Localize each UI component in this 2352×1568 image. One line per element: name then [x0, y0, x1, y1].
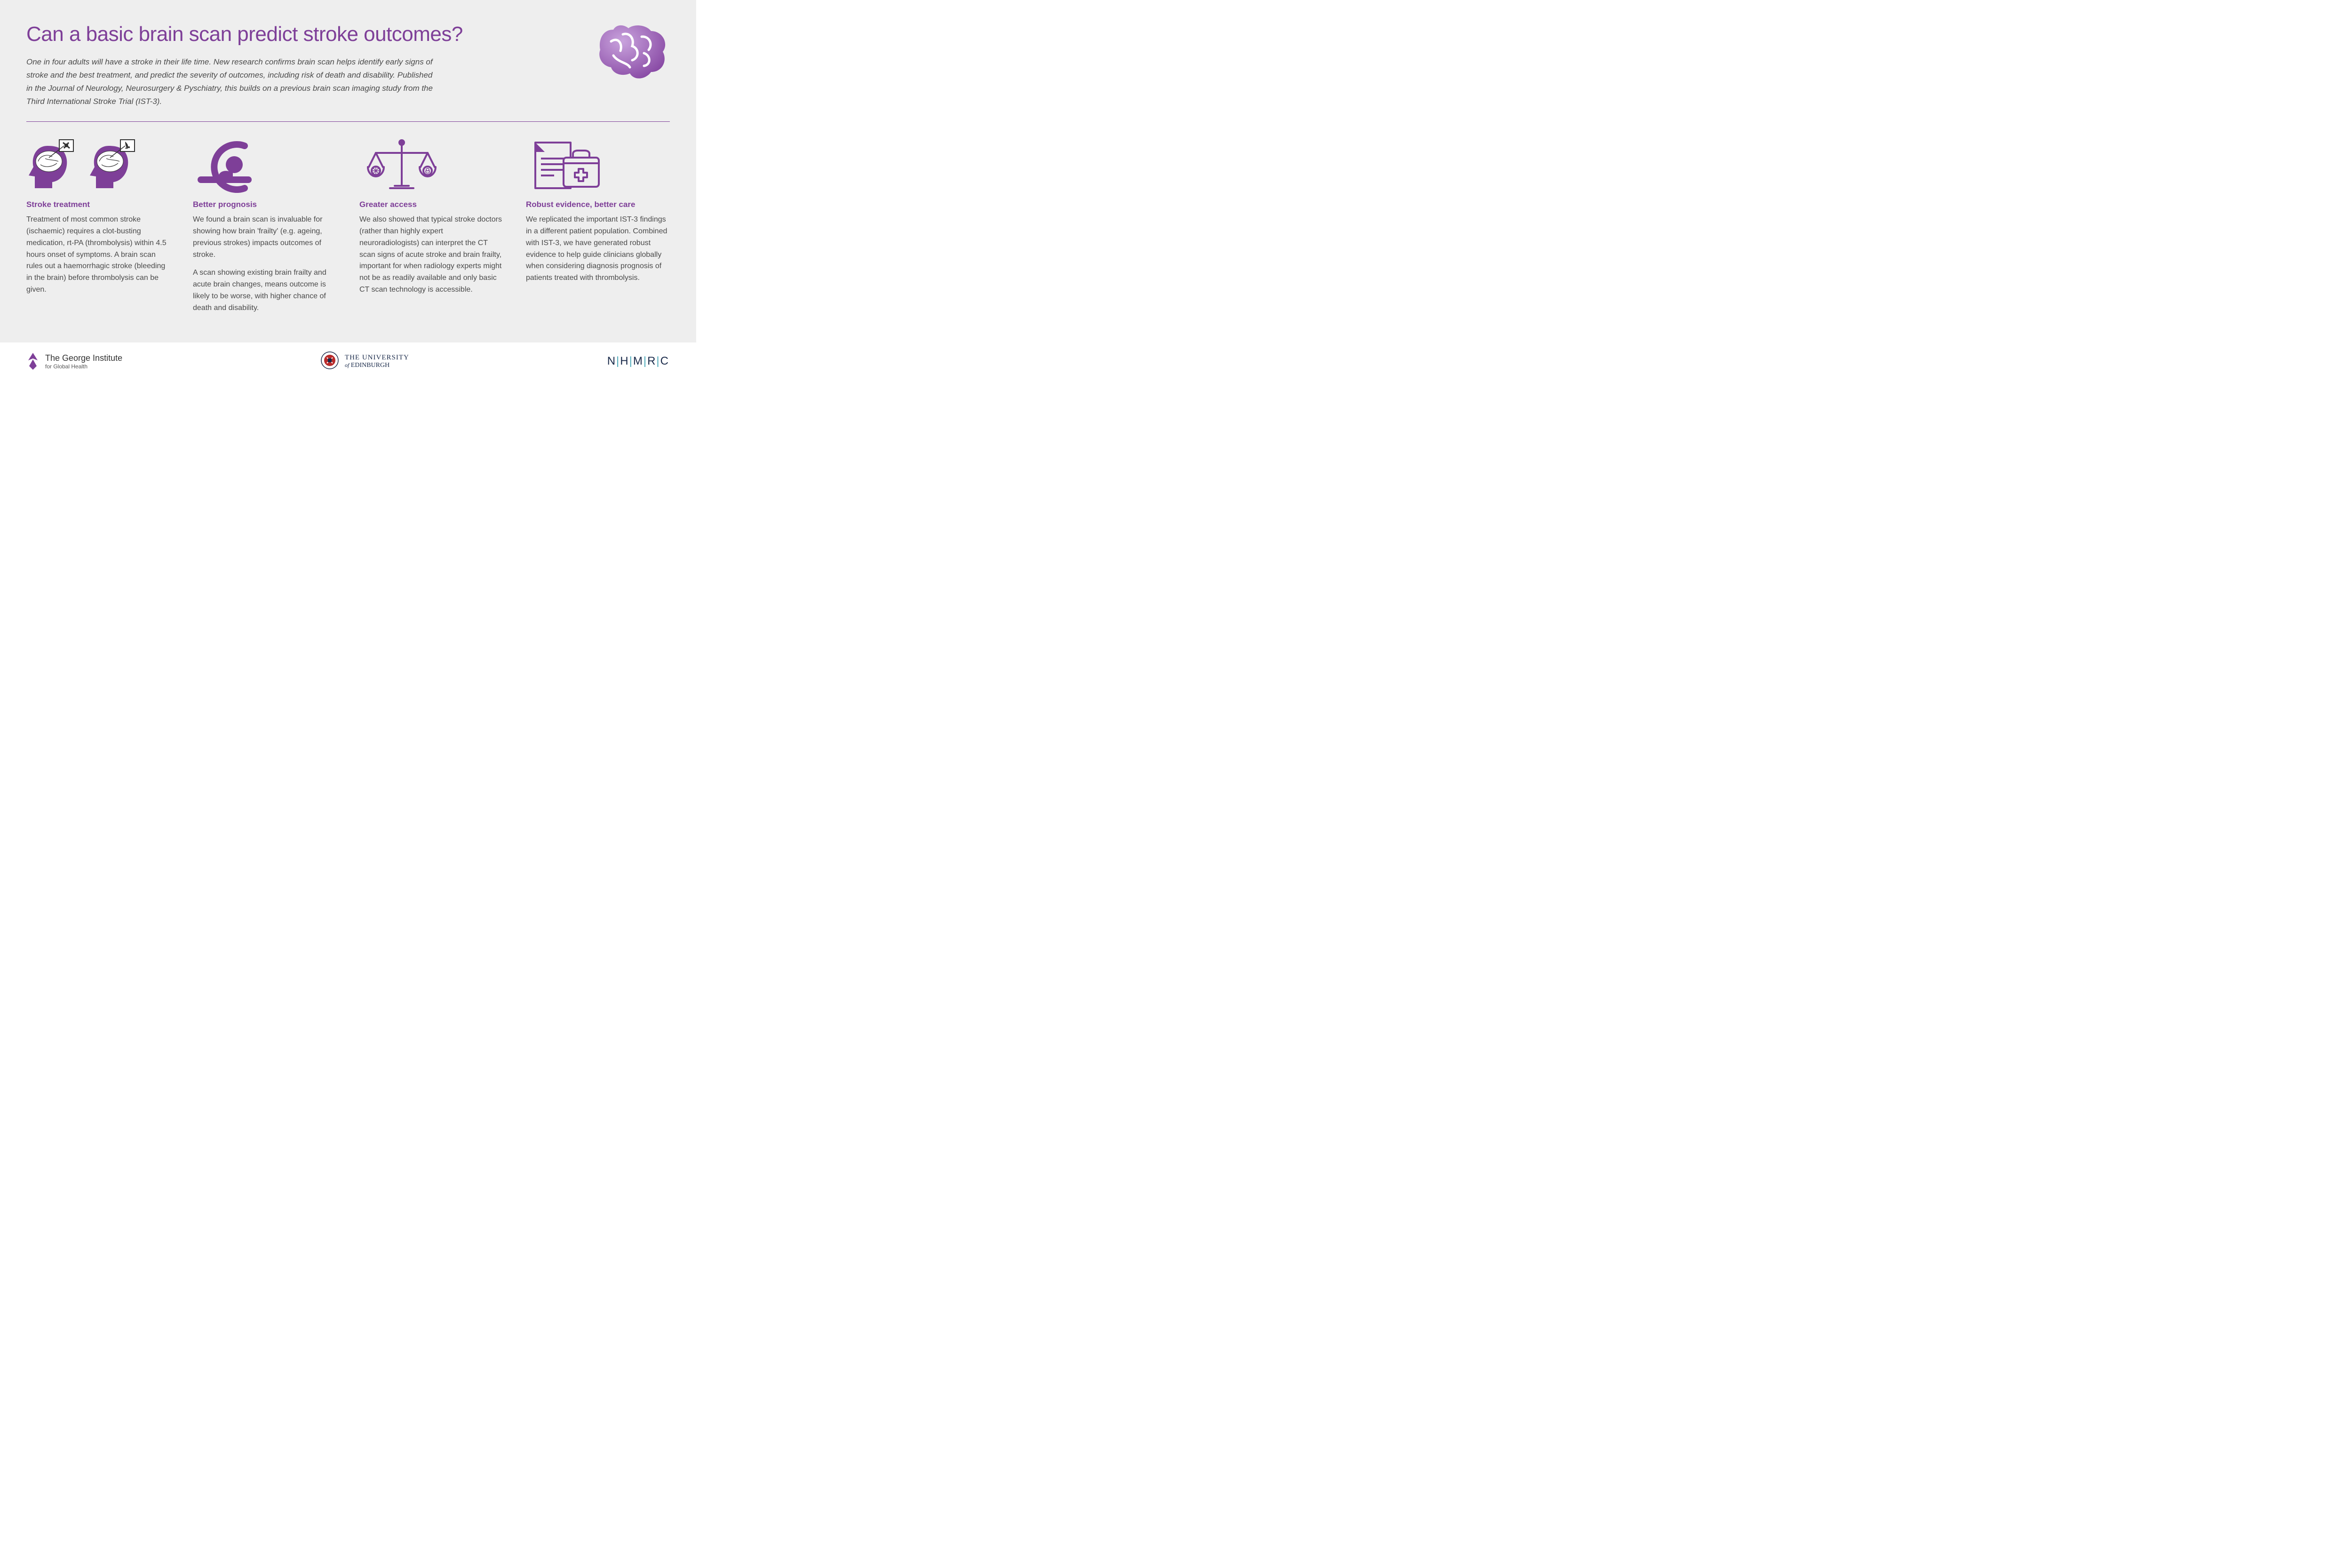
edinburgh-crest-icon: [320, 351, 339, 372]
column-title: Stroke treatment: [26, 200, 170, 209]
column-body: We also showed that typical stroke docto…: [359, 214, 503, 296]
columns: Stroke treatment Treatment of most commo…: [26, 139, 670, 333]
column-paragraph: We replicated the important IST-3 findin…: [526, 214, 670, 284]
page-subtitle: One in four adults will have a stroke in…: [26, 56, 440, 108]
column-title: Greater access: [359, 200, 503, 209]
brain-icon: [595, 23, 670, 86]
column-body: We replicated the important IST-3 findin…: [526, 214, 670, 284]
column-robust-evidence: Robust evidence, better care We replicat…: [526, 139, 670, 314]
george-text: The George Institute for Global Health: [45, 353, 122, 370]
column-title: Robust evidence, better care: [526, 200, 670, 209]
logo-nhmrc: N|H|M|R|C: [607, 355, 670, 368]
column-paragraph: Treatment of most common stroke (ischaem…: [26, 214, 170, 296]
logo-university-edinburgh: THE UNIVERSITY of EDINBURGH: [320, 351, 409, 372]
header-block: Can a basic brain scan predict stroke ou…: [26, 23, 670, 108]
george-mark-icon: [26, 352, 40, 371]
column-body: Treatment of most common stroke (ischaem…: [26, 214, 170, 296]
column-paragraph: A scan showing existing brain frailty an…: [193, 267, 337, 314]
logo-george-institute: The George Institute for Global Health: [26, 352, 122, 371]
ct-scanner-icon: [193, 139, 337, 195]
page-title: Can a basic brain scan predict stroke ou…: [26, 23, 576, 46]
stroke-heads-icon: [26, 139, 170, 195]
footer: The George Institute for Global Health T…: [0, 342, 696, 381]
george-line2: for Global Health: [45, 363, 122, 370]
edinburgh-line2: of EDINBURGH: [345, 362, 409, 369]
scales-icon: [359, 139, 503, 195]
edinburgh-text: THE UNIVERSITY of EDINBURGH: [345, 354, 409, 369]
divider: [26, 121, 670, 122]
edinburgh-line1: THE UNIVERSITY: [345, 354, 409, 362]
infographic-page: Can a basic brain scan predict stroke ou…: [0, 0, 696, 342]
header-text: Can a basic brain scan predict stroke ou…: [26, 23, 576, 108]
column-stroke-treatment: Stroke treatment Treatment of most commo…: [26, 139, 170, 314]
column-body: We found a brain scan is invaluable for …: [193, 214, 337, 314]
george-line1: The George Institute: [45, 353, 122, 363]
column-paragraph: We also showed that typical stroke docto…: [359, 214, 503, 296]
column-title: Better prognosis: [193, 200, 337, 209]
column-greater-access: Greater access We also showed that typic…: [359, 139, 503, 314]
column-paragraph: We found a brain scan is invaluable for …: [193, 214, 337, 261]
column-better-prognosis: Better prognosis We found a brain scan i…: [193, 139, 337, 314]
document-kit-icon: [526, 139, 670, 195]
